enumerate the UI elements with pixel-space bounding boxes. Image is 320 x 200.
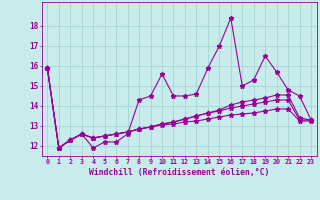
X-axis label: Windchill (Refroidissement éolien,°C): Windchill (Refroidissement éolien,°C) (89, 168, 269, 177)
